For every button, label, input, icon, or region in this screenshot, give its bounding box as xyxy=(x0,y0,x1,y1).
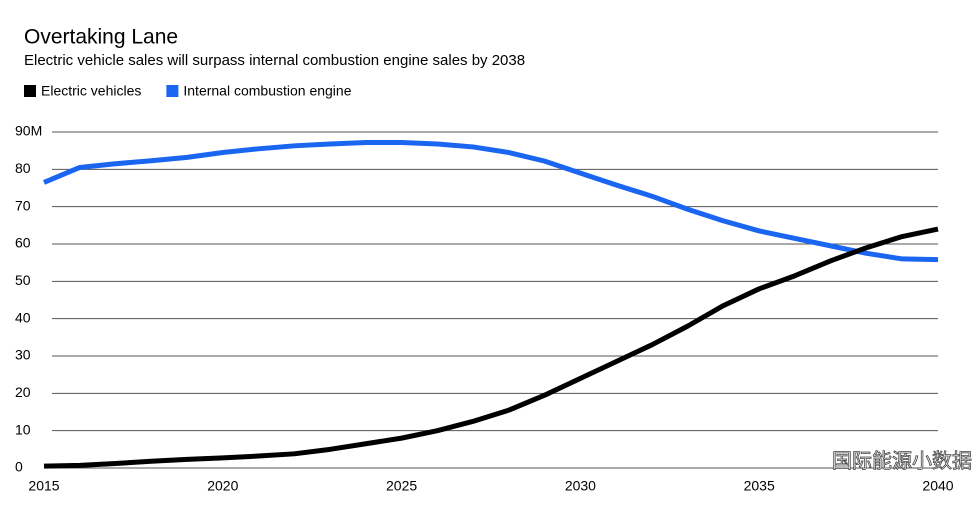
chart-subtitle: Electric vehicle sales will surpass inte… xyxy=(24,52,525,69)
x-tick-label: 2030 xyxy=(565,478,596,494)
watermark: 国际能源小数据 xyxy=(832,449,972,472)
y-tick-label: 80 xyxy=(15,160,31,176)
legend-swatch xyxy=(24,85,36,97)
legend-swatch xyxy=(166,85,179,97)
y-tick-label: 70 xyxy=(15,197,31,213)
y-tick-label: 40 xyxy=(15,309,31,325)
y-tick-label: 20 xyxy=(15,384,31,400)
y-tick-label: 0 xyxy=(15,459,23,475)
series-line xyxy=(43,139,939,263)
legend-label: Electric vehicles xyxy=(41,83,141,99)
y-tick-label: 50 xyxy=(15,272,31,288)
x-tick-label: 2040 xyxy=(922,478,953,494)
legend-label: Internal combustion engine xyxy=(183,83,351,99)
y-tick-label: 90M xyxy=(15,123,42,139)
series-line xyxy=(43,226,939,469)
x-tick-label: 2025 xyxy=(386,478,417,494)
chart-title: Overtaking Lane xyxy=(24,26,178,49)
x-tick-label: 2035 xyxy=(744,478,775,494)
y-tick-label: 10 xyxy=(15,421,31,437)
x-tick-label: 2015 xyxy=(28,478,59,494)
y-tick-label: 60 xyxy=(15,235,31,251)
y-tick-label: 30 xyxy=(15,347,31,363)
x-tick-label: 2020 xyxy=(207,478,238,494)
